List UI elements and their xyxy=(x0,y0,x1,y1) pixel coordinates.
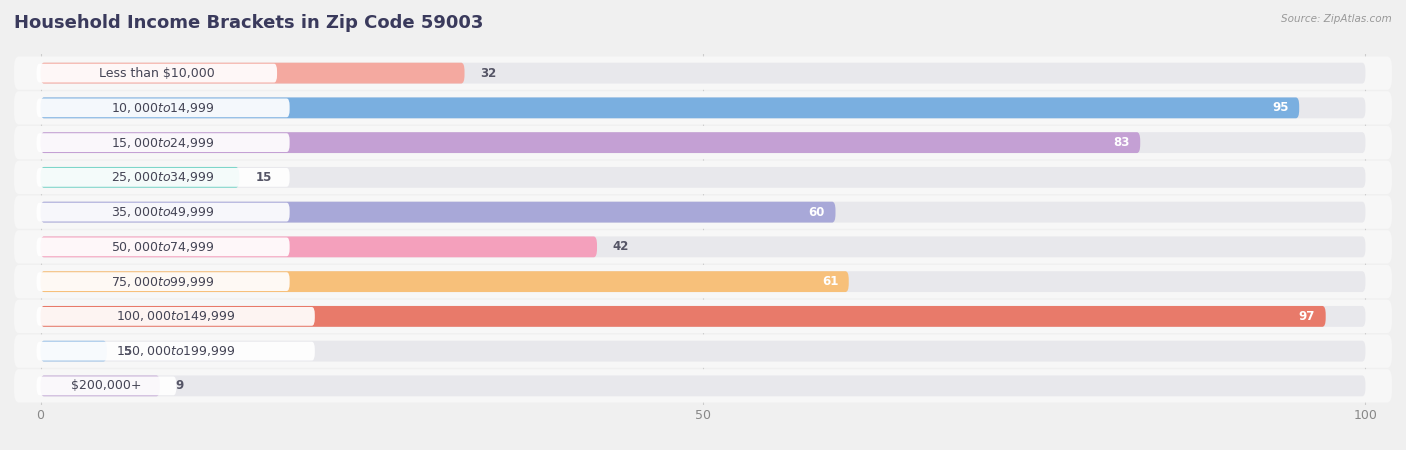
FancyBboxPatch shape xyxy=(41,98,1365,118)
FancyBboxPatch shape xyxy=(41,271,849,292)
FancyBboxPatch shape xyxy=(14,300,1392,333)
Text: 5: 5 xyxy=(122,345,131,358)
FancyBboxPatch shape xyxy=(14,56,1392,90)
Text: 60: 60 xyxy=(808,206,825,219)
Text: $15,000 to $24,999: $15,000 to $24,999 xyxy=(111,135,215,149)
FancyBboxPatch shape xyxy=(41,306,1365,327)
FancyBboxPatch shape xyxy=(37,272,290,291)
FancyBboxPatch shape xyxy=(37,99,290,117)
Text: 15: 15 xyxy=(256,171,271,184)
FancyBboxPatch shape xyxy=(41,271,1365,292)
Text: 32: 32 xyxy=(481,67,496,80)
FancyBboxPatch shape xyxy=(14,265,1392,298)
FancyBboxPatch shape xyxy=(14,161,1392,194)
FancyBboxPatch shape xyxy=(41,236,598,257)
FancyBboxPatch shape xyxy=(41,236,1365,257)
FancyBboxPatch shape xyxy=(41,98,1299,118)
Text: $100,000 to $149,999: $100,000 to $149,999 xyxy=(115,310,235,324)
Text: $25,000 to $34,999: $25,000 to $34,999 xyxy=(111,171,215,184)
FancyBboxPatch shape xyxy=(37,64,277,82)
FancyBboxPatch shape xyxy=(37,133,290,152)
FancyBboxPatch shape xyxy=(41,167,239,188)
FancyBboxPatch shape xyxy=(37,342,315,360)
FancyBboxPatch shape xyxy=(14,334,1392,368)
FancyBboxPatch shape xyxy=(41,306,1326,327)
Text: $10,000 to $14,999: $10,000 to $14,999 xyxy=(111,101,215,115)
FancyBboxPatch shape xyxy=(37,238,290,256)
FancyBboxPatch shape xyxy=(37,377,176,395)
FancyBboxPatch shape xyxy=(41,202,835,223)
FancyBboxPatch shape xyxy=(41,132,1365,153)
Text: 83: 83 xyxy=(1114,136,1129,149)
Text: 9: 9 xyxy=(176,379,184,392)
FancyBboxPatch shape xyxy=(41,375,1365,396)
FancyBboxPatch shape xyxy=(14,230,1392,264)
Text: 42: 42 xyxy=(613,240,630,253)
Text: $75,000 to $99,999: $75,000 to $99,999 xyxy=(111,274,215,288)
FancyBboxPatch shape xyxy=(41,167,1365,188)
Text: Less than $10,000: Less than $10,000 xyxy=(98,67,215,80)
Text: Household Income Brackets in Zip Code 59003: Household Income Brackets in Zip Code 59… xyxy=(14,14,484,32)
FancyBboxPatch shape xyxy=(14,91,1392,125)
Text: 95: 95 xyxy=(1272,101,1289,114)
Text: $150,000 to $199,999: $150,000 to $199,999 xyxy=(115,344,235,358)
FancyBboxPatch shape xyxy=(41,202,1365,223)
Text: $50,000 to $74,999: $50,000 to $74,999 xyxy=(111,240,215,254)
Text: 97: 97 xyxy=(1299,310,1315,323)
FancyBboxPatch shape xyxy=(41,63,1365,84)
Text: $200,000+: $200,000+ xyxy=(72,379,142,392)
FancyBboxPatch shape xyxy=(14,195,1392,229)
FancyBboxPatch shape xyxy=(41,341,1365,361)
FancyBboxPatch shape xyxy=(37,307,315,326)
FancyBboxPatch shape xyxy=(14,369,1392,403)
FancyBboxPatch shape xyxy=(14,126,1392,159)
FancyBboxPatch shape xyxy=(41,132,1140,153)
FancyBboxPatch shape xyxy=(37,203,290,221)
FancyBboxPatch shape xyxy=(41,63,464,84)
Text: $35,000 to $49,999: $35,000 to $49,999 xyxy=(111,205,215,219)
FancyBboxPatch shape xyxy=(41,375,160,396)
FancyBboxPatch shape xyxy=(37,168,290,187)
Text: 61: 61 xyxy=(821,275,838,288)
Text: Source: ZipAtlas.com: Source: ZipAtlas.com xyxy=(1281,14,1392,23)
FancyBboxPatch shape xyxy=(41,341,107,361)
